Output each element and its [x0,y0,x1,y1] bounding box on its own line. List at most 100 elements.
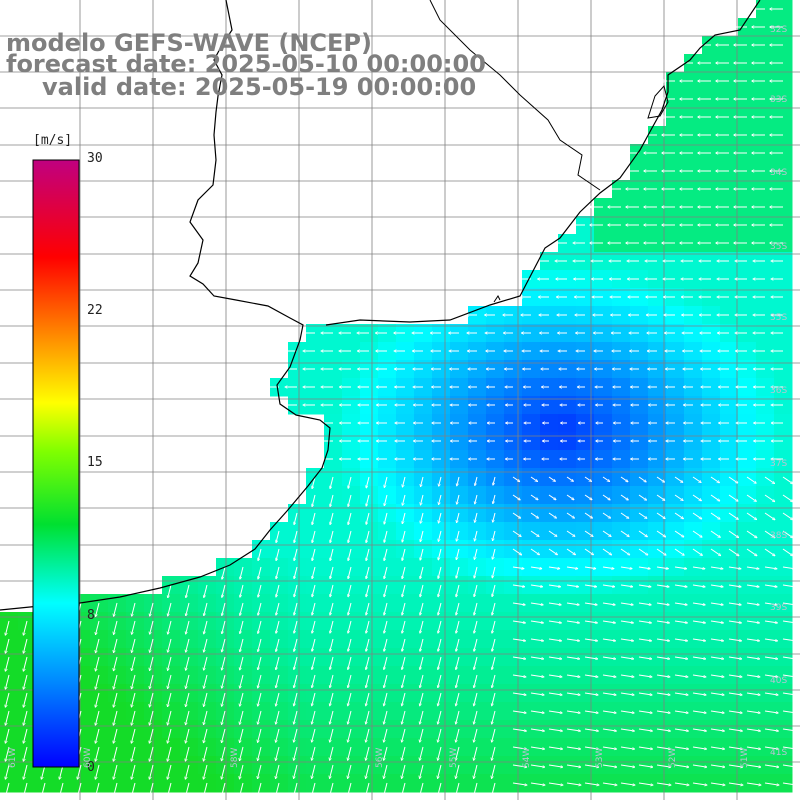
wind-cell [396,432,415,451]
wind-cell [684,450,703,469]
wind-cell [612,216,631,235]
wind-cell [720,90,739,109]
wind-cell [648,324,667,343]
wind-cell [702,288,721,307]
wind-cell [360,378,379,397]
wind-cell [324,324,343,343]
wind-cell [720,162,739,181]
wind-cell [666,396,685,415]
wind-cell [702,36,721,55]
wind-cell [666,378,685,397]
wind-cell [738,450,757,469]
wind-cell [612,288,631,307]
colorbar-unit: [m/s] [33,133,73,148]
wind-cell [540,360,559,379]
wind-cell [342,450,361,469]
wind-cell [540,252,559,271]
wind-cell [738,108,757,127]
wind-cell [324,342,343,361]
wind-cell [648,396,667,415]
wind-cell [486,396,505,415]
wind-cell [666,306,685,325]
lon-label-52w: 52W [668,747,678,768]
lat-label-36s: 36S [770,386,788,396]
wind-cell [630,342,649,361]
wind-cell [738,396,757,415]
wind-cell [540,450,559,469]
wind-cell [378,414,397,433]
wind-cell [720,324,739,343]
wind-cell [756,378,775,397]
wind-cell [360,396,379,415]
wind-cell [756,216,775,235]
wind-cell [684,324,703,343]
wind-cell [720,270,739,289]
wind-cell [558,360,577,379]
wind-cell [288,360,307,379]
lon-label-53w: 53W [595,747,605,768]
wind-cell [342,342,361,361]
wind-cell [306,324,325,343]
wind-cell [684,108,703,127]
wind-cell [702,72,721,91]
wind-cell [738,180,757,199]
wind-cell [396,324,415,343]
wind-cell [756,108,775,127]
wind-cell [576,450,595,469]
wind-cell [774,216,793,235]
lon-label-56w: 56W [375,747,385,768]
wind-cell [774,378,793,397]
wind-cell [432,360,451,379]
wind-cell [702,342,721,361]
wind-cell [612,360,631,379]
wind-cell [774,432,793,451]
wind-cell [342,378,361,397]
wind-cell [594,270,613,289]
wind-cell [774,144,793,163]
wind-cell [720,414,739,433]
wind-cell [576,414,595,433]
wind-cell [720,180,739,199]
wind-cell [756,288,775,307]
wind-cell [540,342,559,361]
wind-cell [738,432,757,451]
lon-label-55w: 55W [449,747,459,768]
wind-cell [702,450,721,469]
wind-cell [774,0,793,19]
wind-cell [486,432,505,451]
wind-cell [324,360,343,379]
wind-cell [648,126,667,145]
wind-cell [432,378,451,397]
wind-cell [576,378,595,397]
wind-cell [684,90,703,109]
wind-cell [450,414,469,433]
wind-cell [702,252,721,271]
wind-cell [684,414,703,433]
wind-cell [756,162,775,181]
wind-cell [738,288,757,307]
wind-cell [756,342,775,361]
wind-cell [774,342,793,361]
wind-cell [414,414,433,433]
wind-cell [576,288,595,307]
wind-cell [684,216,703,235]
wind-cell [432,324,451,343]
wind-cell [576,216,595,235]
wind-cell [720,216,739,235]
wind-cell [720,198,739,217]
wind-cell [648,288,667,307]
wind-cell [774,396,793,415]
wind-cell [414,324,433,343]
wind-cell [720,396,739,415]
wind-cell [450,396,469,415]
wind-cell [612,396,631,415]
wind-cell [684,360,703,379]
lat-label-34s: 34S [770,168,788,178]
wind-cell [738,54,757,73]
wind-cell [486,450,505,469]
wind-cell [738,360,757,379]
colorbar-tick-8: 8 [87,608,95,623]
wind-cell [756,414,775,433]
wind-cell [324,414,343,433]
wind-cell [738,72,757,91]
